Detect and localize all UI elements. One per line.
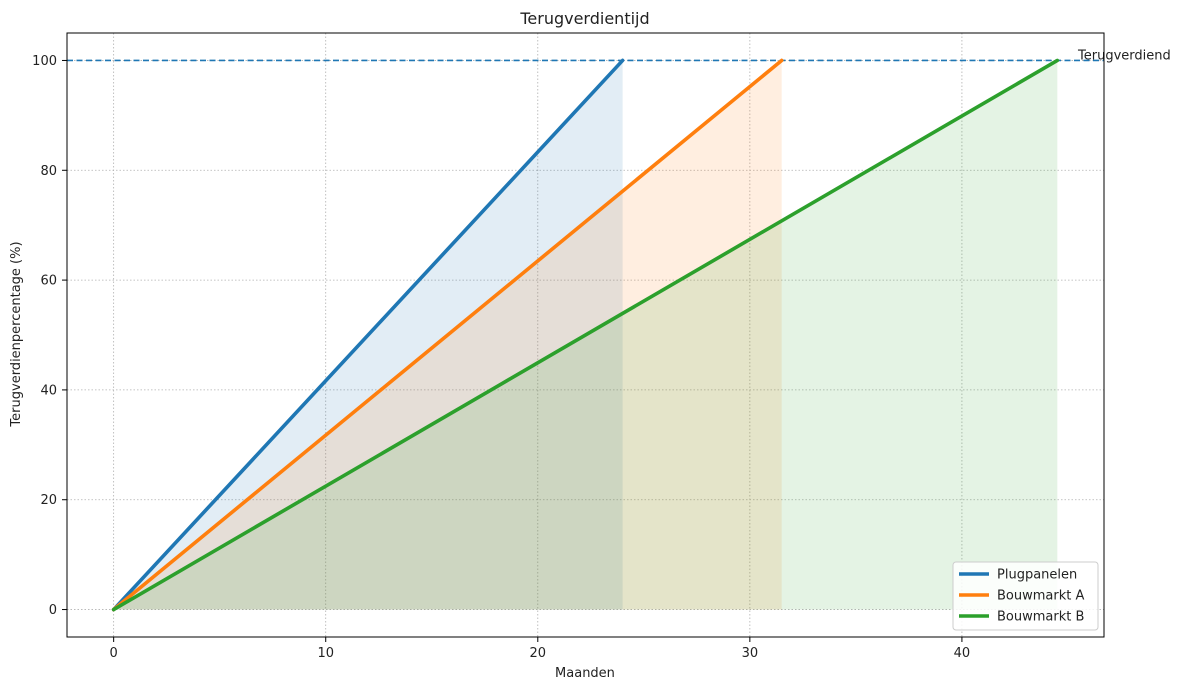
y-axis-title: Terugverdienpercentage (%) (9, 241, 24, 427)
x-tick-label: 40 (954, 646, 971, 661)
y-tick-label: 100 (32, 54, 57, 69)
y-tick-label: 80 (40, 164, 57, 179)
plot-frame (66, 32, 1105, 638)
legend-label: Plugpanelen (997, 568, 1077, 583)
x-tick-label: 30 (742, 646, 759, 661)
y-tick-label: 0 (49, 603, 57, 618)
y-tick-label: 20 (40, 493, 57, 508)
series-lines (111, 58, 1060, 612)
x-tick-label: 10 (317, 646, 334, 661)
y-tick-label: 60 (40, 274, 57, 289)
legend-label: Bouwmarkt A (997, 589, 1084, 604)
x-tick-label: 0 (110, 646, 118, 661)
series-line (111, 58, 1060, 612)
legend-box (952, 561, 1099, 631)
x-tick-label: 20 (530, 646, 547, 661)
reference-line-label: Terugverdiend (1077, 48, 1171, 63)
y-tick-label: 40 (40, 383, 57, 398)
series-line (111, 58, 625, 612)
axis-ticks: 0 10 20 30 40 0 20 40 60 80 100 (32, 54, 970, 661)
reference-line-group: Terugverdiend (67, 48, 1171, 63)
legend: Plugpanelen Bouwmarkt A Bouwmarkt B (952, 561, 1099, 631)
series-line (111, 58, 784, 612)
legend-label: Bouwmarkt B (997, 610, 1084, 625)
x-axis-title: Maanden (555, 666, 615, 681)
chart-title: Terugverdientijd (519, 9, 649, 28)
